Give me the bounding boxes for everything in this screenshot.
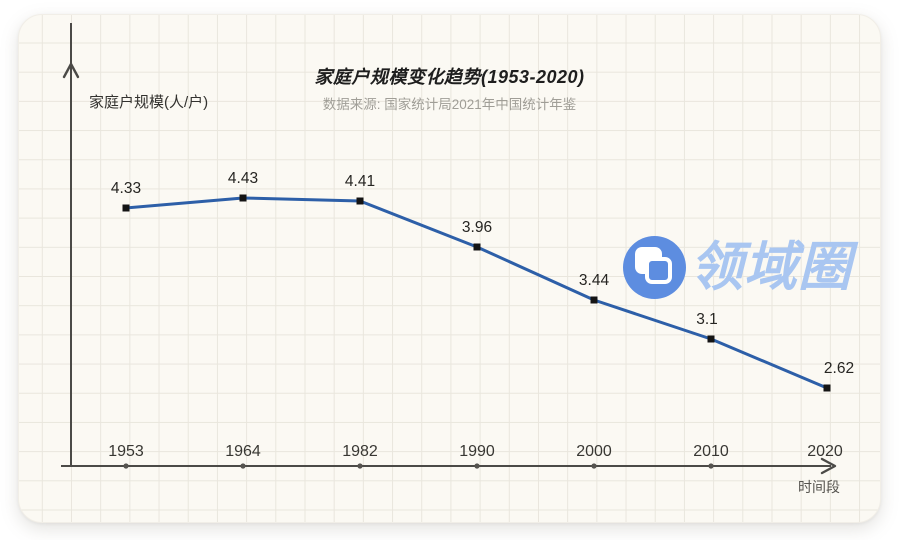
- x-tick-1990: 1990: [459, 443, 495, 460]
- tick-dot-1953: [123, 463, 129, 469]
- data-point-2010: [707, 335, 715, 343]
- data-point-1964: [239, 194, 247, 202]
- data-label-2010: 3.1: [696, 311, 718, 328]
- data-label-1953: 4.33: [110, 180, 142, 197]
- data-label-1990: 3.96: [461, 219, 493, 236]
- data-label-2000: 3.44: [578, 272, 610, 289]
- x-tick-2010: 2010: [693, 443, 729, 460]
- tick-dot-2010: [708, 463, 714, 469]
- y-axis-label: 家庭户规模(人/户): [89, 94, 209, 111]
- x-tick-1964: 1964: [225, 443, 261, 460]
- x-axis-label: 时间段: [798, 479, 840, 495]
- data-label-1964: 4.43: [227, 170, 259, 187]
- data-label-1982: 4.41: [344, 173, 376, 190]
- tick-dot-1990: [474, 463, 480, 469]
- data-point-1990: [473, 243, 481, 251]
- data-label-2020: 2.62: [823, 360, 855, 377]
- chart-card: 家庭户规模变化趋势(1953-2020) 数据来源: 国家统计局2021年中国统…: [18, 14, 881, 523]
- tick-dot-2000: [591, 463, 597, 469]
- chart-subtitle: 数据来源: 国家统计局2021年中国统计年鉴: [322, 97, 577, 112]
- x-tick-2020: 2020: [807, 443, 843, 460]
- x-tick-1953: 1953: [108, 443, 144, 460]
- x-axis-arrow-icon: [820, 457, 837, 475]
- x-tick-2000: 2000: [576, 443, 612, 460]
- chart-title: 家庭户规模变化趋势(1953-2020): [314, 67, 585, 87]
- data-point-1982: [356, 197, 364, 205]
- data-point-2000: [590, 296, 598, 304]
- data-point-2020: [823, 384, 831, 392]
- y-axis-arrow-icon: [62, 62, 80, 79]
- plot-area: [27, 23, 876, 512]
- x-tick-1982: 1982: [342, 443, 378, 460]
- tick-dot-1982: [357, 463, 363, 469]
- tick-dot-1964: [240, 463, 246, 469]
- data-point-1953: [122, 204, 130, 212]
